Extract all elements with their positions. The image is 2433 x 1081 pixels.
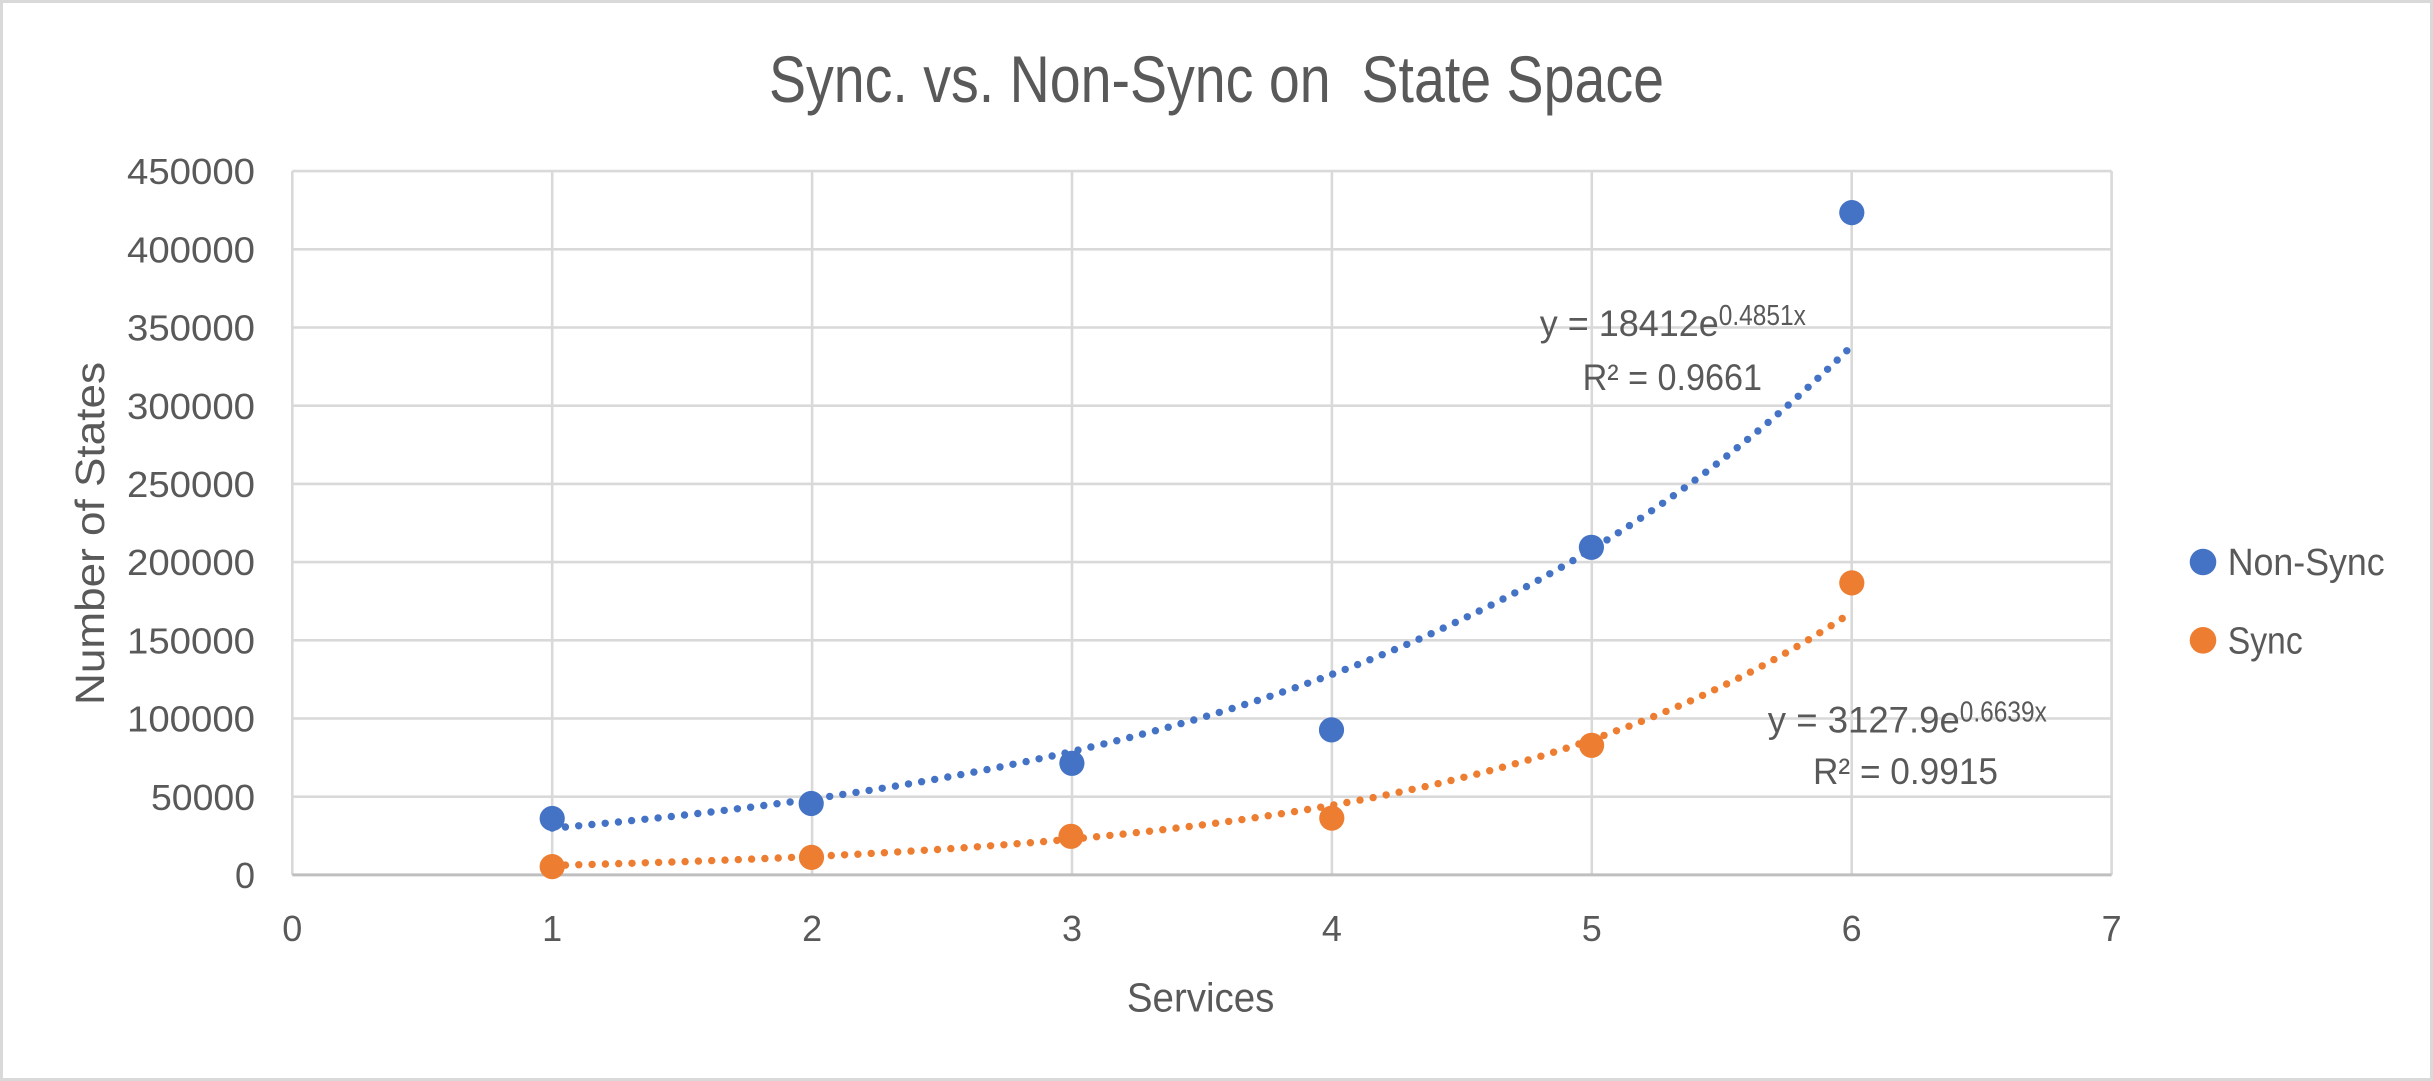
svg-text:50000: 50000: [151, 777, 255, 818]
svg-text:0: 0: [235, 855, 255, 896]
svg-text:350000: 350000: [127, 308, 255, 349]
svg-text:R² = 0.9661: R² = 0.9661: [1583, 357, 1762, 398]
svg-text:400000: 400000: [127, 229, 255, 270]
svg-text:200000: 200000: [127, 542, 255, 583]
svg-text:7: 7: [2102, 908, 2122, 949]
svg-text:Non-Sync: Non-Sync: [2228, 542, 2385, 584]
svg-text:Sync: Sync: [2228, 620, 2303, 662]
svg-text:Sync. vs. Non-Sync on State S: Sync. vs. Non-Sync on State Space: [769, 42, 1664, 116]
svg-text:R² = 0.9915: R² = 0.9915: [1813, 751, 1998, 792]
svg-text:y = 3127.9e0.6639x: y = 3127.9e0.6639x: [1768, 697, 2047, 741]
svg-text:0: 0: [282, 908, 302, 949]
svg-text:Services: Services: [1127, 975, 1275, 1021]
svg-text:6: 6: [1842, 908, 1862, 949]
svg-text:4: 4: [1322, 908, 1342, 949]
svg-text:250000: 250000: [127, 464, 255, 505]
svg-text:1: 1: [542, 908, 562, 949]
svg-text:3: 3: [1062, 908, 1082, 949]
svg-text:100000: 100000: [127, 699, 255, 740]
svg-text:y = 18412e0.4851x: y = 18412e0.4851x: [1540, 300, 1806, 344]
svg-text:Number of States: Number of States: [67, 362, 113, 705]
svg-text:450000: 450000: [127, 151, 255, 192]
svg-text:300000: 300000: [127, 386, 255, 427]
svg-text:5: 5: [1582, 908, 1602, 949]
svg-text:2: 2: [802, 908, 822, 949]
svg-text:150000: 150000: [127, 620, 255, 661]
